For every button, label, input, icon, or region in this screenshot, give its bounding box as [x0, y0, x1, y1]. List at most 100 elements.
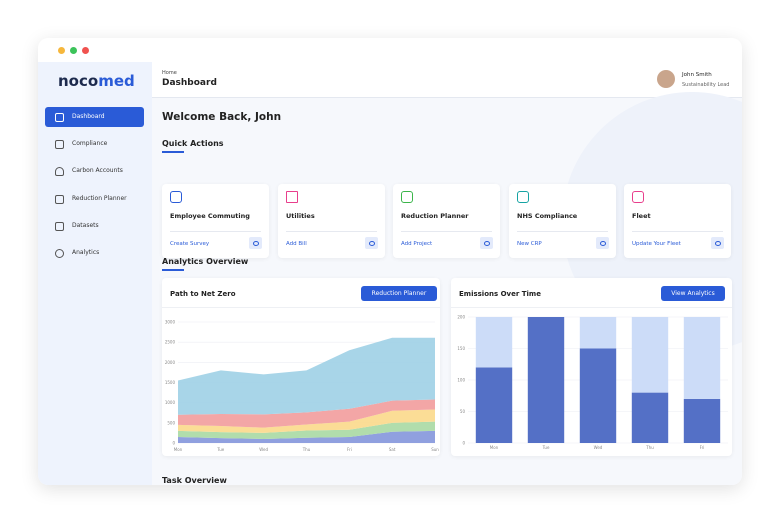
- bar: [683, 317, 721, 399]
- area: [178, 421, 435, 439]
- y-tick-label: 2000: [165, 360, 176, 365]
- nav-item[interactable]: Datasets: [45, 216, 144, 236]
- area: [178, 409, 435, 433]
- nav-label: Reduction Planner: [72, 195, 127, 202]
- underline: [162, 269, 184, 271]
- x-tick-label: Mon: [174, 447, 183, 452]
- page-title: Dashboard: [162, 78, 217, 88]
- x-tick-label: Wed: [594, 445, 603, 450]
- y-tick-label: 0: [462, 441, 465, 446]
- card-title: Employee Commuting: [170, 212, 250, 220]
- bar: [475, 367, 513, 443]
- window-dot: [58, 47, 65, 54]
- y-tick-label: 2500: [165, 340, 176, 345]
- x-tick-label: Tue: [542, 445, 550, 450]
- y-tick-label: 50: [460, 409, 466, 414]
- window-dot: [70, 47, 77, 54]
- chart-title: Emissions Over Time: [459, 290, 541, 298]
- view-button[interactable]: [365, 237, 378, 249]
- logo: nocomed: [58, 72, 135, 90]
- user-name: John Smith: [682, 72, 712, 78]
- card-title: Fleet: [632, 212, 651, 220]
- chart-title: Path to Net Zero: [170, 290, 236, 298]
- action-card[interactable]: Reduction Planner Add Project: [393, 184, 500, 258]
- card-link[interactable]: Add Project: [401, 241, 433, 247]
- window-dot: [82, 47, 89, 54]
- action-card[interactable]: Fleet Update Your Fleet: [624, 184, 731, 258]
- nav-item[interactable]: Dashboard: [45, 107, 144, 127]
- nav-label: Analytics: [72, 249, 100, 256]
- x-tick-label: Fri: [347, 447, 352, 452]
- nav-item[interactable]: Reduction Planner: [45, 189, 144, 209]
- breadcrumb[interactable]: Home: [162, 70, 177, 76]
- logo-part: noco: [58, 72, 99, 90]
- bar-chart: 0 50 100 150 200 Mon Tue Wed Thu Fri: [457, 315, 728, 450]
- avatar[interactable]: [657, 70, 675, 88]
- y-tick-label: 200: [457, 315, 465, 320]
- card-title: Reduction Planner: [401, 212, 469, 220]
- card-title: Utilities: [286, 212, 315, 220]
- view-button[interactable]: [249, 237, 262, 249]
- bar: [631, 392, 669, 443]
- y-tick-label: 3000: [165, 320, 176, 325]
- section-title: Quick Actions: [162, 139, 224, 148]
- divider: [451, 307, 732, 308]
- card-link[interactable]: Update Your Fleet: [632, 241, 681, 247]
- bar: [631, 317, 669, 393]
- welcome: Welcome Back, John: [162, 111, 282, 123]
- y-tick-label: 150: [457, 346, 465, 351]
- nav-label: Datasets: [72, 222, 99, 229]
- bar: [683, 398, 721, 443]
- view-button[interactable]: [596, 237, 609, 249]
- nav-item[interactable]: Analytics: [45, 243, 144, 263]
- nav-label: Carbon Accounts: [72, 167, 123, 174]
- bar: [579, 348, 617, 443]
- y-tick-label: 1500: [165, 380, 176, 385]
- area-chart: 0 500 1000 1500 2000 2500 3000 Mon Tue Wed Thu Fri S…: [165, 320, 439, 453]
- action-card[interactable]: Employee Commuting Create Survey: [162, 184, 269, 258]
- x-tick-label: Tue: [216, 447, 224, 452]
- chart-card: Path to Net Zero Reduction Planner 0 500 1…: [162, 278, 440, 456]
- action-card[interactable]: NHS Compliance New CRP: [509, 184, 616, 258]
- x-tick-label: Thu: [302, 447, 311, 452]
- x-tick-label: Wed: [259, 447, 268, 452]
- card-title: NHS Compliance: [517, 212, 578, 220]
- view-button[interactable]: [480, 237, 493, 249]
- area: [178, 337, 435, 415]
- view-button[interactable]: [711, 237, 724, 249]
- chart-card: Emissions Over Time View Analytics 0 50 10…: [451, 278, 732, 456]
- area: [178, 430, 435, 443]
- action-card[interactable]: Utilities Add Bill: [278, 184, 385, 258]
- y-tick-label: 1000: [165, 400, 176, 405]
- nav-label: Compliance: [72, 140, 108, 147]
- bar: [579, 317, 617, 349]
- nav-item[interactable]: Compliance: [45, 134, 144, 154]
- chart-button[interactable]: Reduction Planner: [361, 286, 437, 301]
- card-link[interactable]: Create Survey: [170, 241, 210, 247]
- card-link[interactable]: New CRP: [517, 241, 542, 247]
- top-bar: [152, 62, 742, 98]
- bar: [527, 317, 565, 443]
- x-tick-label: Sun: [431, 447, 439, 452]
- x-tick-label: Thu: [645, 445, 654, 450]
- nav-item[interactable]: Carbon Accounts: [45, 161, 144, 181]
- app-window: nocomed Dashboard Compliance Carbon Acco…: [38, 38, 742, 485]
- x-tick-label: Fri: [700, 445, 705, 450]
- user-role: Sustainability Lead: [682, 82, 730, 88]
- divider: [162, 307, 440, 308]
- underline: [162, 151, 184, 153]
- y-tick-label: 0: [172, 441, 175, 446]
- sidebar: nocomed Dashboard Compliance Carbon Acco…: [38, 62, 152, 485]
- x-tick-label: Mon: [490, 445, 499, 450]
- main: Home Dashboard John Smith Sustainability…: [152, 62, 742, 485]
- y-tick-label: 100: [457, 378, 465, 383]
- section-title: Task Overview: [162, 476, 227, 485]
- section-title: Analytics Overview: [162, 257, 249, 266]
- area: [178, 399, 435, 428]
- logo-part: med: [98, 72, 135, 90]
- chart-button[interactable]: View Analytics: [661, 286, 725, 301]
- card-link[interactable]: Add Bill: [286, 241, 307, 247]
- x-tick-label: Sat: [389, 447, 396, 452]
- nav-label: Dashboard: [72, 113, 105, 120]
